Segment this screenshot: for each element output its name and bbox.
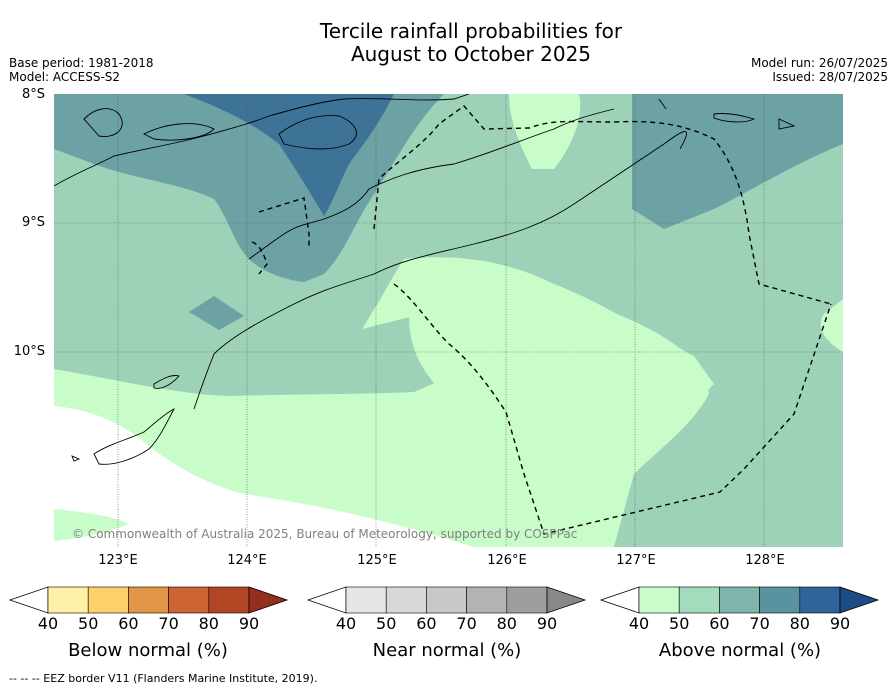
lon-label-127e: 127°E	[616, 553, 656, 568]
colorbar-above-tick-label: 60	[709, 614, 730, 633]
meta-right: Model run: 26/07/2025 Issued: 28/07/2025	[751, 56, 888, 84]
colorbar-above-tick-label: 70	[749, 614, 770, 633]
colorbar-near-segment	[426, 586, 467, 614]
lon-label-124e: 124°E	[227, 553, 267, 568]
colorbar-below-extend-high	[248, 586, 289, 614]
coast-rote	[93, 407, 176, 465]
issued-date: Issued: 28/07/2025	[772, 70, 888, 84]
coastlines	[54, 94, 796, 465]
zone-above-60-west	[189, 296, 244, 330]
base-period: Base period: 1981-2018	[9, 56, 154, 70]
zone-no-data	[54, 406, 474, 547]
coast-wetar	[278, 115, 357, 150]
colorbar-above-tick-label: 80	[789, 614, 810, 633]
lon-label-125e: 125°E	[357, 553, 397, 568]
footer-eez-note: -- -- -- EEZ border V11 (Flanders Marine…	[9, 672, 318, 685]
colorbar-below-tick-label: 60	[118, 614, 139, 633]
eez-line-south	[393, 283, 832, 535]
coast-small-island	[71, 455, 81, 462]
lon-label-123e: 123°E	[98, 553, 138, 568]
colorbar-near-tick-label: 90	[536, 614, 558, 633]
colorbar-near-segment	[345, 586, 387, 614]
colorbar-above-extend-low	[599, 586, 640, 614]
colorbar-above-segment	[799, 586, 841, 614]
colorbar-near-extend-high	[546, 586, 587, 614]
map	[54, 94, 843, 547]
colorbar-below-tick-label: 80	[198, 614, 219, 633]
lon-label-128e: 128°E	[745, 553, 785, 568]
colorbar-below-extend-low	[8, 586, 49, 614]
zone-above-40-southwest	[54, 509, 129, 541]
coast-east-islands	[658, 98, 796, 130]
gridlines	[54, 94, 843, 547]
colorbar-above-extend-high	[839, 586, 880, 614]
colorbar-near-tick-label: 60	[416, 614, 437, 633]
colorbar-below-segment	[47, 586, 89, 614]
colorbar-near-segment	[506, 586, 548, 614]
colorbar-above-segment	[638, 586, 680, 614]
model-name: Model: ACCESS-S2	[9, 70, 121, 84]
copyright-notice: © Commonwealth of Australia 2025, Bureau…	[72, 527, 578, 541]
zone-above-40-north	[509, 94, 581, 169]
zone-above-40-east	[820, 299, 843, 352]
title-line-1: Tercile rainfall probabilities for	[319, 19, 623, 43]
eez-border	[251, 105, 832, 535]
colorbar-above-segment	[759, 586, 801, 614]
colorbar-near-tick-label: 50	[376, 614, 397, 633]
colorbar-above-segment	[719, 586, 760, 614]
colorbar-below-tick-label: 40	[37, 614, 59, 633]
title-line-2: August to October 2025	[350, 42, 592, 66]
zone-above-60-east	[632, 94, 843, 229]
legend-title-near: Near normal (%)	[372, 640, 522, 661]
coast-timor-body	[248, 108, 615, 260]
chart-title: Tercile rainfall probabilities for Augus…	[0, 20, 896, 66]
meta-left: Base period: 1981-2018 Model: ACCESS-S2	[9, 56, 154, 84]
colorbar-above-tick-label: 40	[628, 614, 650, 633]
colorbar-above-segment	[678, 586, 720, 614]
model-run: Model run: 26/07/2025	[750, 56, 888, 70]
legend-title-below: Below normal (%)	[68, 640, 228, 661]
colorbar-below-segment	[128, 586, 169, 614]
eez-line-west	[251, 197, 310, 275]
colorbar-above-tick-label: 90	[829, 614, 851, 633]
colorbar-below-tick-label: 70	[158, 614, 179, 633]
lat-label-10s: 10°S	[13, 344, 45, 359]
colorbar-near	[306, 586, 587, 614]
colorbar-near-segment	[385, 586, 427, 614]
colorbars	[8, 586, 880, 614]
colorbar-below	[8, 586, 289, 614]
eez-line-north	[373, 105, 832, 305]
colorbar-above	[599, 586, 880, 614]
lat-label-8s: 8°S	[21, 87, 45, 102]
colorbar-near-segment	[466, 586, 508, 614]
lat-label-9s: 9°S	[21, 215, 45, 230]
colorbar-near-tick-label: 40	[335, 614, 357, 633]
zone-above-40-center	[409, 258, 709, 547]
colorbar-below-segment	[168, 586, 210, 614]
colorbar-near-tick-label: 80	[496, 614, 517, 633]
colorbar-near-tick-label: 70	[456, 614, 477, 633]
colorbar-below-segment	[208, 586, 250, 614]
colorbar-near-extend-low	[306, 586, 347, 614]
colorbar-below-tick-label: 50	[78, 614, 99, 633]
coast-alor-pantar	[83, 108, 215, 141]
lon-label-126e: 126°E	[487, 553, 527, 568]
zone-above-70-north	[184, 94, 394, 216]
legend-title-above: Above normal (%)	[658, 640, 822, 661]
colorbar-below-tick-label: 90	[238, 614, 260, 633]
coast-semau	[153, 375, 180, 389]
map-svg	[54, 94, 843, 547]
coast-timor-south	[193, 131, 687, 410]
coast-timor-north	[54, 94, 470, 187]
colorbar-above-tick-label: 50	[669, 614, 690, 633]
colorbar-below-segment	[87, 586, 129, 614]
